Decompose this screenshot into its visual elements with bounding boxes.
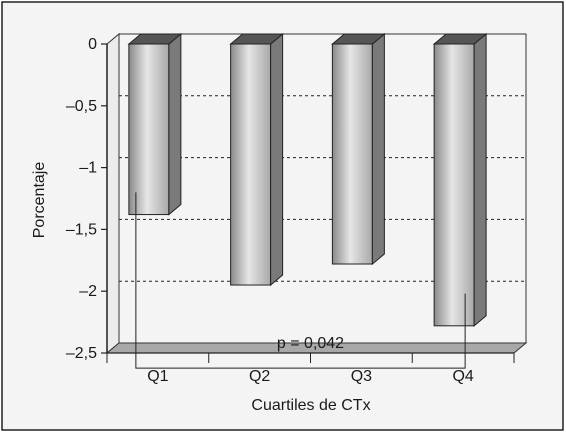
- bar-Q1-side: [168, 32, 182, 216]
- x-tick-label: Q2: [249, 368, 270, 385]
- bar-Q3-side: [371, 32, 385, 266]
- bar-Q3-top: [330, 33, 386, 45]
- y-axis-title: Porcentaje: [31, 162, 48, 239]
- bar-Q4-side: [473, 32, 487, 327]
- x-tick-label: Q4: [452, 368, 473, 385]
- y-tick-label: –1: [79, 160, 97, 177]
- y-tick-label: 0: [88, 36, 97, 53]
- bar-Q4-front: [433, 43, 475, 327]
- bar-Q1-front: [128, 43, 170, 216]
- bar-Q2-top: [229, 33, 285, 45]
- y-tick-label: –1,5: [66, 221, 97, 238]
- bar-Q4-top: [432, 33, 488, 45]
- x-tick-label: Q1: [147, 368, 168, 385]
- bar-Q2-side: [270, 32, 284, 287]
- plot-area: 0 –0,5 –1 –1,5 –2 –2,5 Q1 Q2 Q3 Q4 p = 0,042: [66, 32, 528, 385]
- bar-Q2-front: [230, 43, 272, 286]
- bar-Q1-top: [127, 33, 183, 45]
- y-tick-label: –0,5: [66, 98, 97, 115]
- side-wall: [106, 32, 120, 355]
- bar-Q3-front: [331, 43, 373, 265]
- y-tick-label: –2: [79, 283, 97, 300]
- significance-bracket: [135, 192, 466, 369]
- x-tick-label: Q3: [351, 368, 372, 385]
- x-axis-title: Cuartiles de CTx: [251, 397, 370, 414]
- p-value-annotation: p = 0,042: [277, 335, 344, 352]
- y-tick-label: –2,5: [66, 345, 97, 362]
